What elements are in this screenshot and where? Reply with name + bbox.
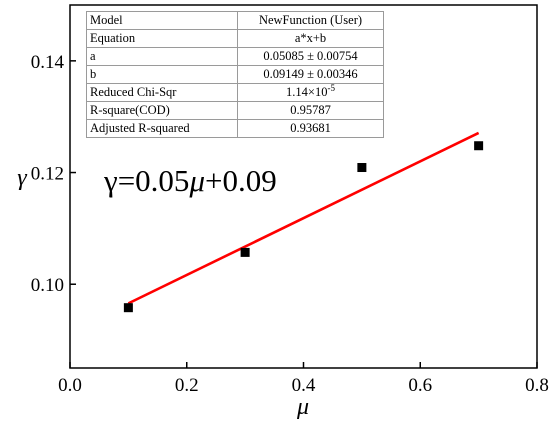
fit-param-value: 1.14×10-5 [237,83,384,102]
y-axis-title: γ [17,165,27,191]
table-row: Equation a*x+b [86,29,384,48]
y-tick-label: 0.12 [31,164,64,185]
x-tick-label: 0.6 [408,375,432,396]
data-points [123,141,484,313]
fit-param-label: Reduced Chi-Sqr [86,83,238,102]
data-point [357,163,367,173]
x-axis-ticks: 0.0 0.2 0.4 0.6 0.8 [58,362,549,396]
fit-param-value: a*x+b [237,29,384,48]
fit-param-value: 0.05085 ± 0.00754 [237,47,384,66]
y-tick-label: 0.10 [31,275,64,296]
table-row: a 0.05085 ± 0.00754 [86,47,384,66]
x-tick-label: 0.8 [525,375,549,396]
table-row: Adjusted R-squared 0.93681 [86,119,384,138]
data-point [240,247,250,257]
data-point [123,303,133,313]
table-row: Reduced Chi-Sqr 1.14×10-5 [86,83,384,102]
fit-param-label: Adjusted R-squared [86,119,238,138]
equation-annotation: γ=0.05μ+0.09 [103,163,277,198]
y-tick-label: 0.14 [31,52,65,73]
fit-param-label: Model [86,11,238,30]
fit-param-value: 0.93681 [237,119,384,138]
fit-param-label: R-square(COD) [86,101,238,120]
fit-param-label: Equation [86,29,238,48]
table-row: b 0.09149 ± 0.00346 [86,65,384,84]
table-row: R-square(COD) 0.95787 [86,101,384,120]
table-row: Model NewFunction (User) [86,11,384,30]
fit-param-label: b [86,65,238,84]
data-point [474,141,484,151]
x-tick-label: 0.4 [292,375,316,396]
y-axis-ticks: 0.10 0.12 0.14 [31,52,76,296]
fit-param-value: 0.09149 ± 0.00346 [237,65,384,84]
x-tick-label: 0.2 [175,375,199,396]
fit-param-value: 0.95787 [237,101,384,120]
fit-line [127,131,480,305]
fit-results-table: Model NewFunction (User) Equation a*x+b … [86,11,384,138]
fit-param-label: a [86,47,238,66]
fit-param-value: NewFunction (User) [237,11,384,30]
x-tick-label: 0.0 [58,375,82,396]
x-axis-title: μ [296,394,309,420]
